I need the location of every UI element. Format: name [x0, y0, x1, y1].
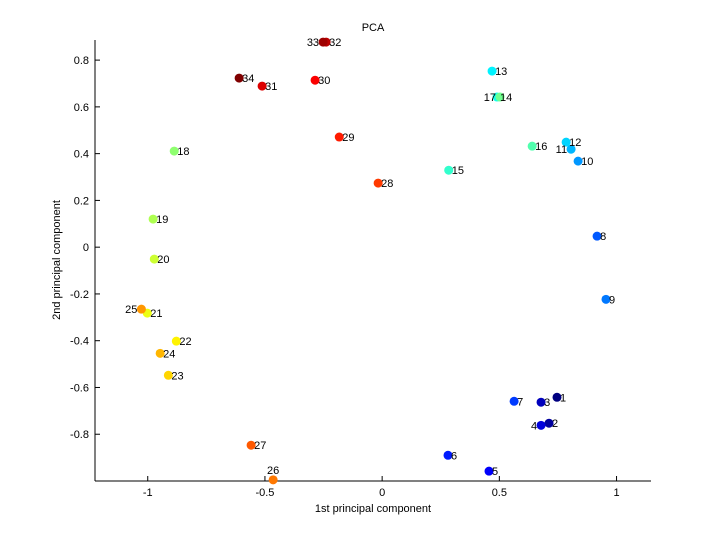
- data-point-label: 4: [531, 420, 537, 432]
- data-point-label: 23: [171, 370, 183, 382]
- data-point-label: 12: [569, 137, 581, 149]
- data-point-label: 6: [451, 450, 457, 462]
- data-point-label: 11: [556, 144, 567, 156]
- x-tick-label: -1: [143, 487, 153, 499]
- y-tick-label: -0.6: [70, 382, 89, 394]
- y-tick-label: -0.2: [70, 289, 89, 301]
- data-point-label: 33: [307, 37, 319, 49]
- data-point: [443, 450, 453, 460]
- data-point: [334, 132, 344, 142]
- data-point-label: 22: [179, 336, 191, 348]
- data-point: [527, 141, 537, 151]
- data-point: [592, 231, 602, 241]
- data-point-label: 31: [265, 81, 277, 93]
- ticks: -1 -0.5 0 0.5 1 -0.8 -0.6 -0.4 -0.2 0 0.2 0.4 0.6 0.8: [70, 55, 620, 499]
- data-point: [136, 304, 146, 314]
- y-axis-label: 2nd principal component: [51, 200, 63, 320]
- axes: [94, 40, 651, 482]
- data-point-label: 29: [342, 132, 354, 144]
- data-point-label: 16: [535, 141, 547, 153]
- data-point: [573, 156, 583, 166]
- data-point: [495, 92, 505, 102]
- data-point-label: 24: [163, 348, 175, 360]
- data-point-label: 7: [517, 396, 523, 408]
- x-tick-label: 0: [379, 487, 385, 499]
- data-point: [310, 75, 320, 85]
- data-point-label: 20: [157, 254, 169, 266]
- y-tick-label: 0.4: [74, 149, 89, 161]
- data-point-label: 19: [156, 214, 168, 226]
- x-axis-label: 1st principal component: [315, 503, 431, 515]
- data-point: [163, 370, 173, 380]
- data-point: [155, 348, 165, 358]
- data-point: [234, 73, 244, 83]
- data-point-label: 21: [150, 308, 162, 320]
- y-tick-label: 0: [83, 242, 89, 254]
- data-point: [544, 418, 554, 428]
- data-points: 1234567891011121314151617181920212223242…: [125, 37, 615, 485]
- data-point-label: 32: [329, 37, 341, 49]
- data-point-label: 1: [560, 392, 566, 404]
- data-point: [536, 397, 546, 407]
- y-tick-label: -0.8: [70, 429, 89, 441]
- data-point: [444, 165, 454, 175]
- data-point: [536, 420, 546, 430]
- data-point-label: 8: [600, 231, 606, 243]
- data-point: [552, 392, 562, 402]
- data-point-label: 13: [495, 66, 507, 78]
- data-point: [257, 81, 267, 91]
- x-tick-label: -0.5: [255, 487, 274, 499]
- y-tick-label: 0.2: [74, 195, 89, 207]
- data-point-label: 10: [581, 156, 593, 168]
- data-point-label: 28: [381, 178, 393, 190]
- y-tick-label: 0.8: [74, 55, 89, 67]
- data-point: [487, 66, 497, 76]
- data-point-label: 3: [544, 397, 550, 409]
- x-tick-label: 0.5: [492, 487, 507, 499]
- data-point: [601, 294, 611, 304]
- data-point-label: 27: [254, 440, 266, 452]
- data-point-label: 30: [318, 75, 330, 87]
- data-point: [171, 336, 181, 346]
- data-point-label: 18: [177, 146, 189, 158]
- data-point-label: 5: [492, 466, 498, 478]
- y-tick-label: -0.4: [70, 336, 89, 348]
- data-point-label: 26: [267, 465, 279, 477]
- data-point: [246, 440, 256, 450]
- data-point-label: 15: [452, 165, 464, 177]
- data-point: [561, 137, 571, 147]
- data-point-label: 9: [609, 294, 615, 306]
- chart-title: PCA: [362, 22, 385, 34]
- data-point: [484, 466, 494, 476]
- data-point-label: 2: [552, 418, 558, 430]
- y-tick-label: 0.6: [74, 102, 89, 114]
- data-point-label: 14: [500, 92, 512, 104]
- data-point-label: 34: [242, 73, 254, 85]
- data-point-label: 25: [125, 304, 137, 316]
- data-point: [509, 396, 519, 406]
- data-point: [373, 178, 383, 188]
- x-tick-label: 1: [613, 487, 619, 499]
- data-point: [148, 214, 158, 224]
- data-point: [149, 254, 159, 264]
- data-point: [318, 37, 328, 47]
- data-point-label: 17: [484, 92, 496, 104]
- data-point: [268, 475, 278, 485]
- data-point: [566, 144, 576, 154]
- data-point: [169, 146, 179, 156]
